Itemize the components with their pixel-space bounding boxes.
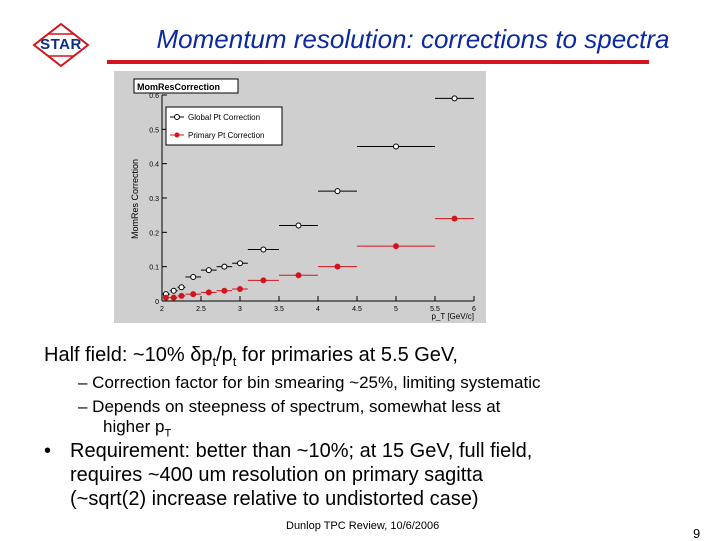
bullet-marker: • <box>44 440 52 462</box>
x-axis-label: p_T [GeV/c] <box>431 312 474 321</box>
primary-data-point <box>334 263 341 270</box>
primary-data-point <box>162 294 169 301</box>
y-tick-label: 0.3 <box>149 196 159 203</box>
global-data-point <box>260 246 267 253</box>
global-data-point <box>295 222 302 229</box>
panel-title-box <box>133 78 239 94</box>
x-tick-label: 2.5 <box>196 306 206 313</box>
sub-bullet-2-cont: higher pT <box>103 417 171 439</box>
y-tick-label: 0 <box>155 299 159 306</box>
primary-data-point <box>190 291 197 298</box>
x-tick-label: 2 <box>160 306 164 313</box>
primary-data-point <box>260 277 267 284</box>
axis-ticks: 0 0.1 0.2 0.3 0.4 0.5 0.6 2 2.5 3 3.5 4 4.5 5 5.5 6 <box>149 93 476 313</box>
half-field-prefix: Half field: ~10% <box>44 344 191 366</box>
y-tick-label: 0.4 <box>149 162 159 169</box>
y-axis-label: MomRes Correction <box>130 159 140 239</box>
requirement-line-1: Requirement: better than ~10%; at 15 GeV… <box>70 440 533 462</box>
pt-p: p <box>201 344 213 366</box>
x-tick-label: 3 <box>238 306 242 313</box>
x-tick-label: 4.5 <box>352 306 362 313</box>
global-data-point <box>170 287 177 294</box>
primary-data-point <box>451 215 458 222</box>
primary-data-point <box>170 294 177 301</box>
primary-data-point <box>393 243 399 250</box>
footer-text: Dunlop TPC Review, 10/6/2006 <box>286 520 440 532</box>
panel-title: MomResCorrection <box>137 82 220 92</box>
global-data-point <box>221 263 228 270</box>
x-tick-label: 5.5 <box>430 306 440 313</box>
pt-slash: /p <box>216 344 233 366</box>
global-data-point <box>334 188 341 195</box>
legend-global-label: Global Pt Correction <box>188 113 260 122</box>
page-number: 9 <box>693 526 701 541</box>
x-tick-label: 3.5 <box>274 306 284 313</box>
primary-data-point <box>205 289 212 296</box>
primary-data-point <box>178 292 185 299</box>
global-data-point <box>178 284 185 291</box>
primary-data-point <box>295 272 302 279</box>
half-field-suffix: for primaries at 5.5 GeV, <box>236 344 458 366</box>
pt-T-sub: T <box>164 427 172 440</box>
pt-sub-2: t <box>232 354 237 369</box>
requirement-line-2: requires ~400 um resolution on primary s… <box>70 464 483 486</box>
title-underline <box>107 60 649 64</box>
logo-text: STAR <box>40 36 82 53</box>
sub-bullet-1: – Correction factor for bin smearing ~25… <box>78 373 541 392</box>
sub-bullet-2-cont-text: higher p <box>103 417 165 436</box>
slide-title: Momentum resolution: corrections to spec… <box>156 24 670 54</box>
requirement-line-3: (~sqrt(2) increase relative to undistort… <box>70 488 479 510</box>
sub-bullet-2: – Depends on steepness of spectrum, some… <box>78 397 501 416</box>
global-data-point <box>237 260 243 267</box>
half-field-line: Half field: ~10% δpt/pt for primaries at… <box>44 344 458 369</box>
plot-canvas: MomResCorrection MomRes Correction 00.10… <box>130 78 476 321</box>
global-data-point <box>205 267 212 274</box>
y-tick-label: 0.2 <box>149 230 159 237</box>
primary-data-point <box>237 285 243 292</box>
legend-primary-marker <box>174 132 180 138</box>
legend-primary-label: Primary Pt Correction <box>188 131 264 140</box>
star-logo: STAR <box>30 22 92 68</box>
x-tick-label: 6 <box>472 306 476 313</box>
pt-sub: t <box>212 354 217 369</box>
delta-symbol: δ <box>190 344 202 366</box>
global-data-point <box>393 143 399 150</box>
x-tick-label: 4 <box>316 306 320 313</box>
global-data-point <box>451 95 458 102</box>
global-data-point <box>190 273 197 280</box>
y-tick-label: 0.6 <box>149 93 159 100</box>
data-points <box>162 95 474 301</box>
primary-data-point <box>221 287 228 294</box>
legend-box <box>165 106 283 146</box>
x-tick-label: 5 <box>394 306 398 313</box>
y-tick-label: 0.1 <box>149 265 159 272</box>
legend-global-marker <box>174 114 180 120</box>
momres-plot: MomResCorrection MomRes Correction 0 0.1 0… <box>114 71 486 323</box>
y-tick-label: 0.5 <box>149 127 159 134</box>
star-logo-shape <box>32 22 90 68</box>
